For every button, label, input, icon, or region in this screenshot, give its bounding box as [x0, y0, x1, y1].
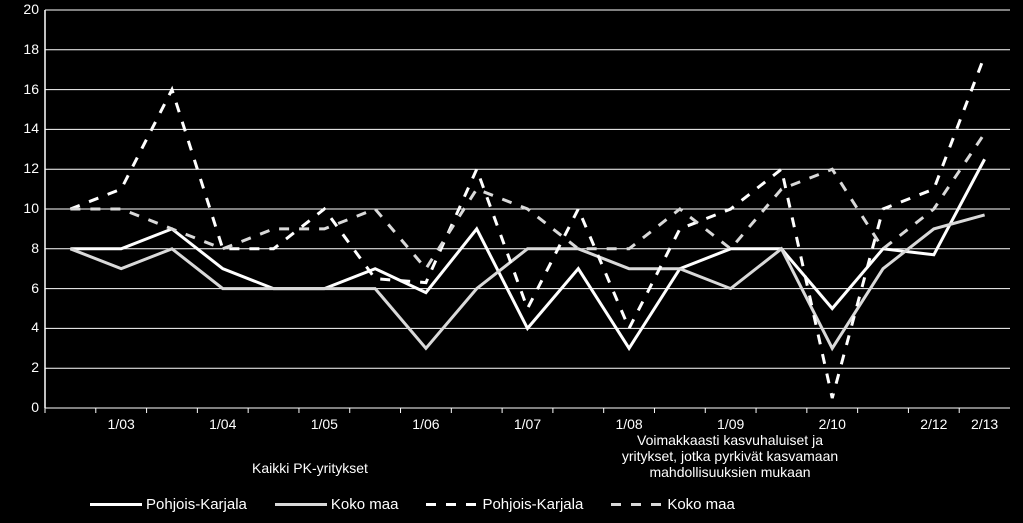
legend-item-pk-all: Pohjois-Karjala	[90, 496, 247, 513]
y-tick-label: 4	[31, 319, 39, 335]
x-tick-label: 2/13	[971, 416, 998, 432]
x-tick-label: 1/06	[412, 416, 439, 432]
legend-item-koko-growth: Koko maa	[611, 496, 735, 513]
legend-label: Koko maa	[667, 496, 735, 513]
legend-group-growth: Voimakkaasti kasvuhaluiset ja yritykset,…	[570, 432, 890, 480]
y-tick-label: 16	[23, 81, 39, 97]
x-tick-label: 1/09	[717, 416, 744, 432]
x-tick-label: 1/04	[209, 416, 236, 432]
x-tick-label: 1/05	[311, 416, 338, 432]
x-tick-label: 1/03	[108, 416, 135, 432]
legend-label: Pohjois-Karjala	[482, 496, 583, 513]
legend-label: Pohjois-Karjala	[146, 496, 247, 513]
y-tick-label: 20	[23, 1, 39, 17]
series-line	[70, 56, 984, 398]
legend-row: Pohjois-Karjala Koko maa Pohjois-Karjala…	[90, 496, 735, 513]
legend-item-koko-all: Koko maa	[275, 496, 399, 513]
x-tick-label: 2/12	[920, 416, 947, 432]
y-tick-label: 8	[31, 240, 39, 256]
y-tick-label: 12	[23, 160, 39, 176]
y-tick-label: 2	[31, 359, 39, 375]
x-tick-label: 1/07	[514, 416, 541, 432]
legend-swatch	[275, 503, 327, 506]
y-tick-label: 0	[31, 399, 39, 415]
line-chart: 0 2 4 6 8 10 12 14 16 18 20 1/03 1/04 1/05 1/06 1/07 1/…	[0, 0, 1023, 523]
legend-swatch	[90, 503, 142, 506]
y-tick-label: 10	[23, 200, 39, 216]
x-tick-label: 2/10	[819, 416, 846, 432]
x-tick-label: 1/08	[615, 416, 642, 432]
y-tick-label: 14	[23, 120, 39, 136]
y-tick-label: 18	[23, 41, 39, 57]
legend-swatch	[426, 503, 478, 506]
legend-label: Koko maa	[331, 496, 399, 513]
legend-item-pk-growth: Pohjois-Karjala	[426, 496, 583, 513]
y-tick-label: 6	[31, 280, 39, 296]
legend-swatch	[611, 503, 663, 506]
series-line	[70, 159, 984, 348]
legend-group-all: Kaikki PK-yritykset	[200, 460, 420, 476]
